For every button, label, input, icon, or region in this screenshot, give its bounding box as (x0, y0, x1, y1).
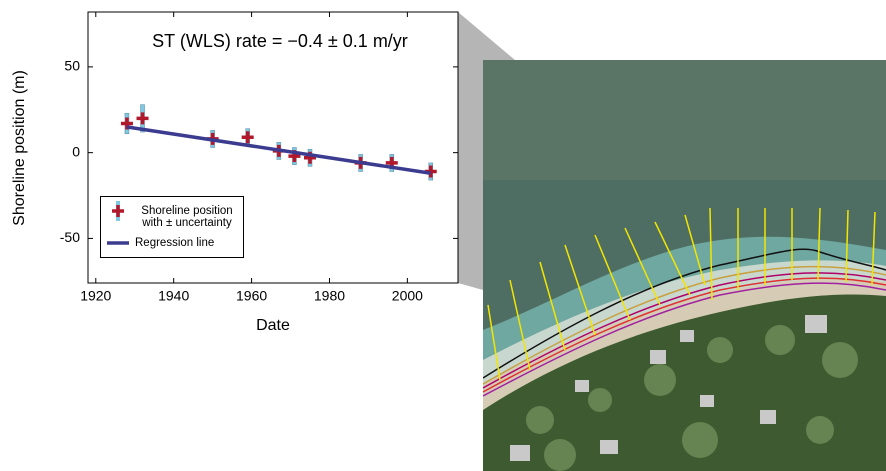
legend-label: Regression line (135, 237, 215, 249)
aerial-photo (483, 60, 886, 471)
data-point (241, 131, 254, 144)
x-tick-label: 1920 (80, 288, 111, 304)
chart-title: ST (WLS) rate = −0.4 ± 0.1 m/yr (152, 31, 408, 51)
connector (458, 12, 515, 290)
legend: Shoreline position with ± uncertainty Reg… (100, 196, 244, 258)
x-tick-label: 1960 (236, 288, 267, 304)
x-tick-label: 1980 (314, 288, 345, 304)
y-tick-label: 50 (64, 58, 80, 74)
y-axis-label: Shoreline position (m) (11, 70, 28, 226)
legend-label: Shoreline position with ± uncertainty (141, 205, 233, 229)
data-point (136, 112, 149, 125)
y-tick-label: -50 (60, 229, 80, 245)
regression-line (126, 125, 432, 175)
x-tick-label: 1940 (158, 288, 189, 304)
legend-swatch (112, 201, 124, 221)
x-tick-label: 2000 (392, 288, 423, 304)
x-axis-label: Date (256, 317, 290, 334)
legend-swatch (107, 241, 129, 245)
y-tick-label: 0 (72, 143, 80, 159)
